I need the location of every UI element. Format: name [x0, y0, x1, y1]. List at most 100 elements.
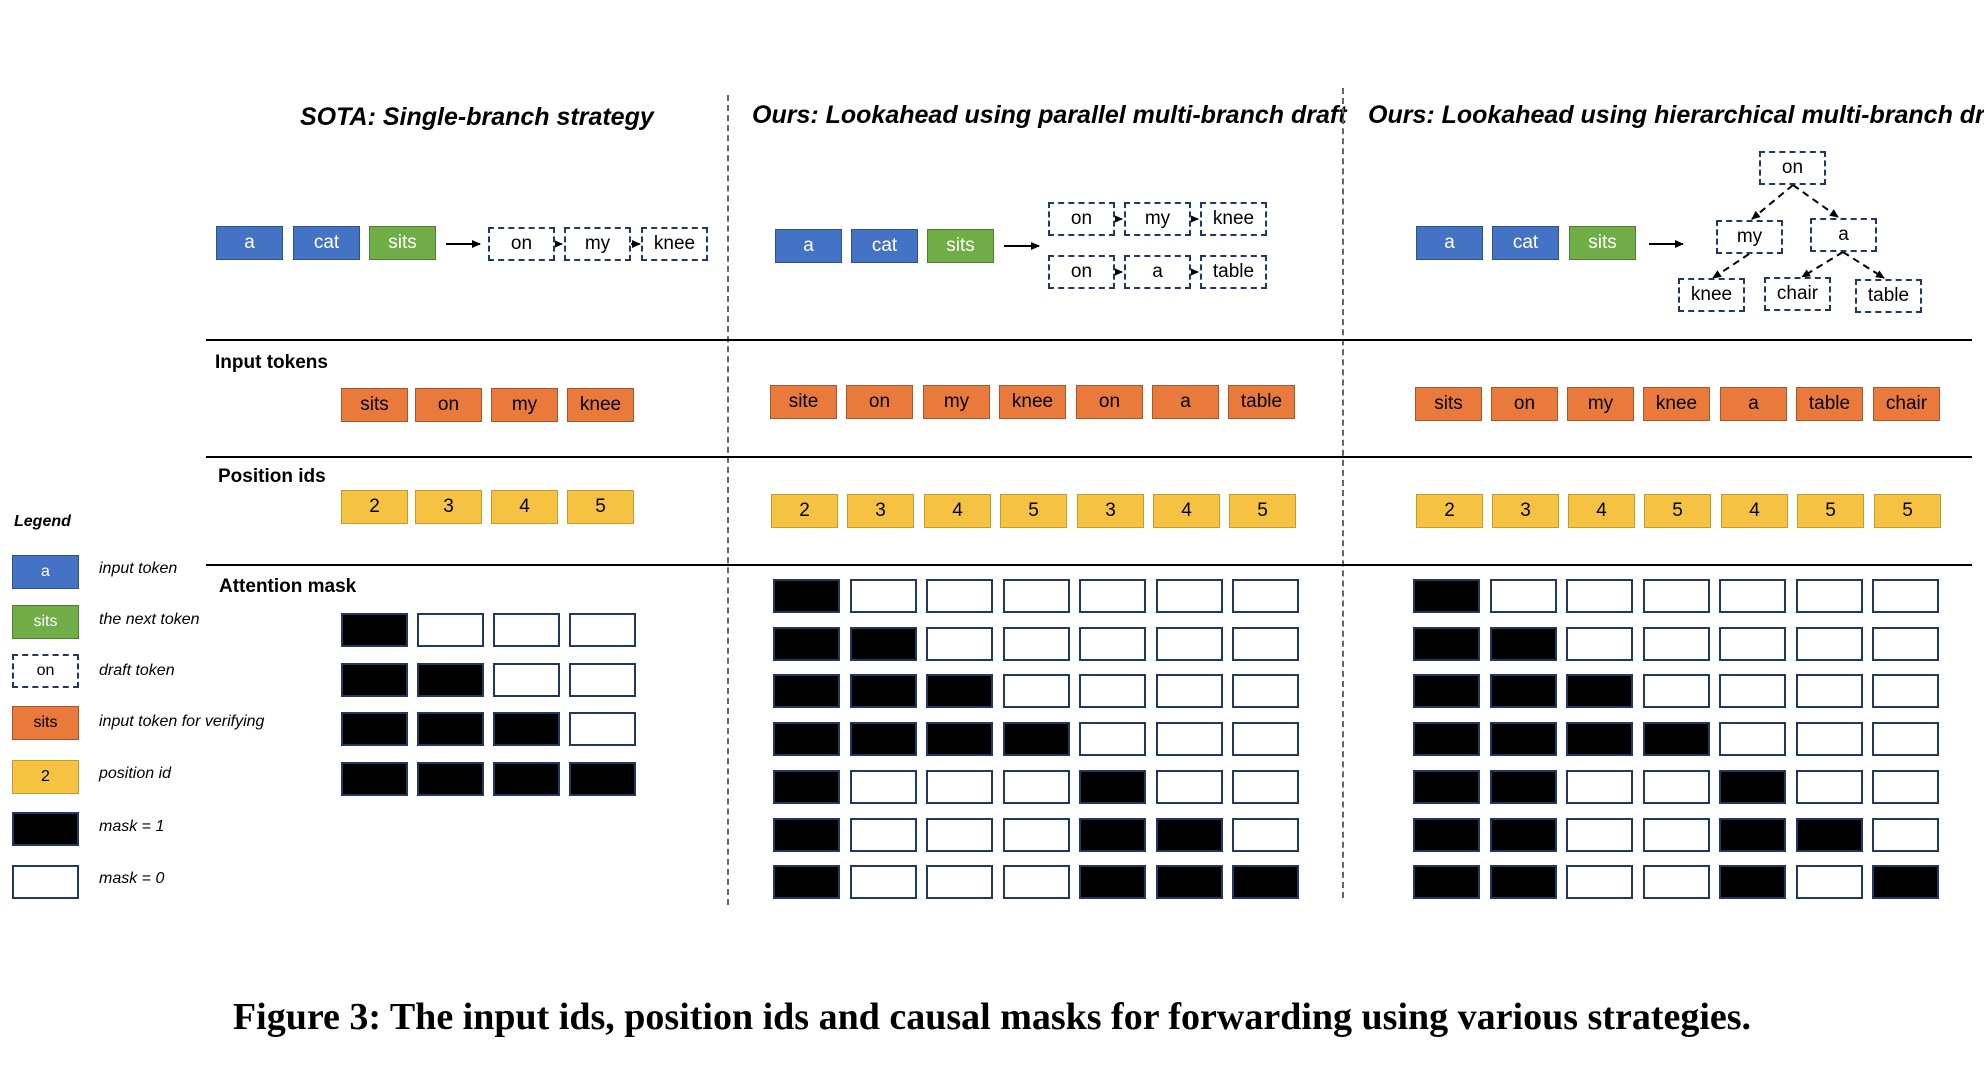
mask-cell-one — [1413, 627, 1480, 661]
legend-label-input-token: input token — [99, 560, 178, 577]
mask-cell-one — [341, 613, 408, 647]
mask-cell-zero — [1156, 674, 1223, 708]
mask-cell-zero — [1643, 818, 1710, 852]
mask-cell-zero — [1232, 722, 1299, 756]
mask-cell-one — [341, 663, 408, 697]
mask-cell-zero — [1719, 579, 1786, 613]
mask-cell-one — [417, 663, 484, 697]
mask-cell-one — [1719, 818, 1786, 852]
row-divider-position — [206, 456, 1972, 458]
mask-cell-one — [773, 579, 840, 613]
panel-title-single-branch: SOTA: Single-branch strategy — [300, 103, 654, 131]
mask-cell-one — [1490, 770, 1557, 804]
legend-label-next-token: the next token — [99, 611, 200, 628]
verify-token: my — [491, 388, 558, 422]
legend-title: Legend — [14, 513, 71, 530]
legend-label-position-id: position id — [99, 765, 172, 782]
legend-label-mask-zero: mask = 0 — [99, 870, 165, 887]
mask-cell-one — [1003, 722, 1070, 756]
verify-token: a — [1720, 387, 1787, 421]
mask-cell-zero — [1232, 674, 1299, 708]
position-id: 2 — [771, 494, 838, 528]
mask-cell-zero — [850, 579, 917, 613]
mask-cell-zero — [1232, 579, 1299, 613]
mask-cell-zero — [1003, 674, 1070, 708]
legend-swatch-mask-zero — [12, 865, 79, 899]
mask-cell-one — [926, 674, 993, 708]
mask-cell-zero — [1643, 579, 1710, 613]
mask-cell-zero — [1232, 770, 1299, 804]
mask-cell-zero — [1796, 579, 1863, 613]
mask-cell-zero — [1872, 818, 1939, 852]
mask-cell-one — [417, 712, 484, 746]
mask-cell-one — [1719, 865, 1786, 899]
verify-token: on — [1491, 387, 1558, 421]
row-label-position-ids: Position ids — [218, 466, 326, 487]
mask-cell-zero — [1566, 865, 1633, 899]
mask-cell-zero — [1643, 674, 1710, 708]
verify-token: on — [1076, 385, 1143, 419]
panel-title-hierarchical: Ours: Lookahead using hierarchical multi… — [1368, 101, 1984, 129]
mask-cell-zero — [850, 818, 917, 852]
mask-cell-zero — [1643, 627, 1710, 661]
mask-cell-one — [1079, 865, 1146, 899]
mask-cell-zero — [1003, 865, 1070, 899]
position-id: 5 — [1229, 494, 1296, 528]
panel-title-parallel: Ours: Lookahead using parallel multi-bra… — [752, 101, 1347, 129]
mask-cell-zero — [1796, 770, 1863, 804]
verify-token: knee — [567, 388, 634, 422]
mask-cell-one — [1490, 627, 1557, 661]
mask-cell-one — [850, 674, 917, 708]
mask-cell-one — [773, 722, 840, 756]
mask-cell-zero — [850, 770, 917, 804]
mask-cell-one — [1079, 770, 1146, 804]
position-id: 4 — [1568, 494, 1635, 528]
mask-cell-one — [773, 818, 840, 852]
mask-cell-zero — [1796, 674, 1863, 708]
row-divider-input — [206, 339, 1972, 341]
mask-cell-zero — [1566, 627, 1633, 661]
mask-cell-zero — [417, 613, 484, 647]
mask-cell-one — [926, 722, 993, 756]
verify-token: on — [846, 385, 913, 419]
mask-cell-one — [493, 762, 560, 796]
mask-cell-zero — [569, 663, 636, 697]
verify-token: my — [1567, 387, 1634, 421]
prefix-token: a — [216, 226, 283, 260]
mask-cell-zero — [1872, 722, 1939, 756]
mask-cell-zero — [1003, 627, 1070, 661]
mask-cell-one — [773, 627, 840, 661]
verify-token: sits — [341, 388, 408, 422]
panel-divider-1 — [727, 95, 729, 905]
mask-cell-one — [569, 762, 636, 796]
mask-cell-one — [773, 674, 840, 708]
row-label-input-tokens: Input tokens — [215, 352, 328, 373]
position-id: 5 — [1644, 494, 1711, 528]
draft-token: a — [1124, 255, 1191, 289]
mask-cell-one — [1413, 818, 1480, 852]
mask-cell-zero — [1719, 627, 1786, 661]
row-label-attention-mask: Attention mask — [219, 576, 357, 597]
legend-swatch-mask-one — [12, 812, 79, 846]
mask-cell-one — [1719, 770, 1786, 804]
mask-cell-zero — [1156, 770, 1223, 804]
mask-cell-zero — [1872, 627, 1939, 661]
draft-token: knee — [1678, 278, 1745, 312]
next-token: sits — [369, 226, 436, 260]
draft-token: my — [1124, 202, 1191, 236]
verify-token: my — [923, 385, 990, 419]
mask-cell-one — [1566, 674, 1633, 708]
mask-cell-one — [1413, 722, 1480, 756]
mask-cell-one — [1413, 579, 1480, 613]
mask-cell-zero — [1566, 818, 1633, 852]
legend-swatch-position-id: 2 — [12, 760, 79, 794]
mask-cell-zero — [1156, 579, 1223, 613]
mask-cell-one — [1413, 865, 1480, 899]
mask-cell-zero — [1566, 770, 1633, 804]
mask-cell-one — [1079, 818, 1146, 852]
mask-cell-one — [850, 722, 917, 756]
mask-cell-zero — [1796, 865, 1863, 899]
next-token: sits — [927, 229, 994, 263]
mask-cell-one — [1490, 818, 1557, 852]
verify-token: knee — [999, 385, 1066, 419]
